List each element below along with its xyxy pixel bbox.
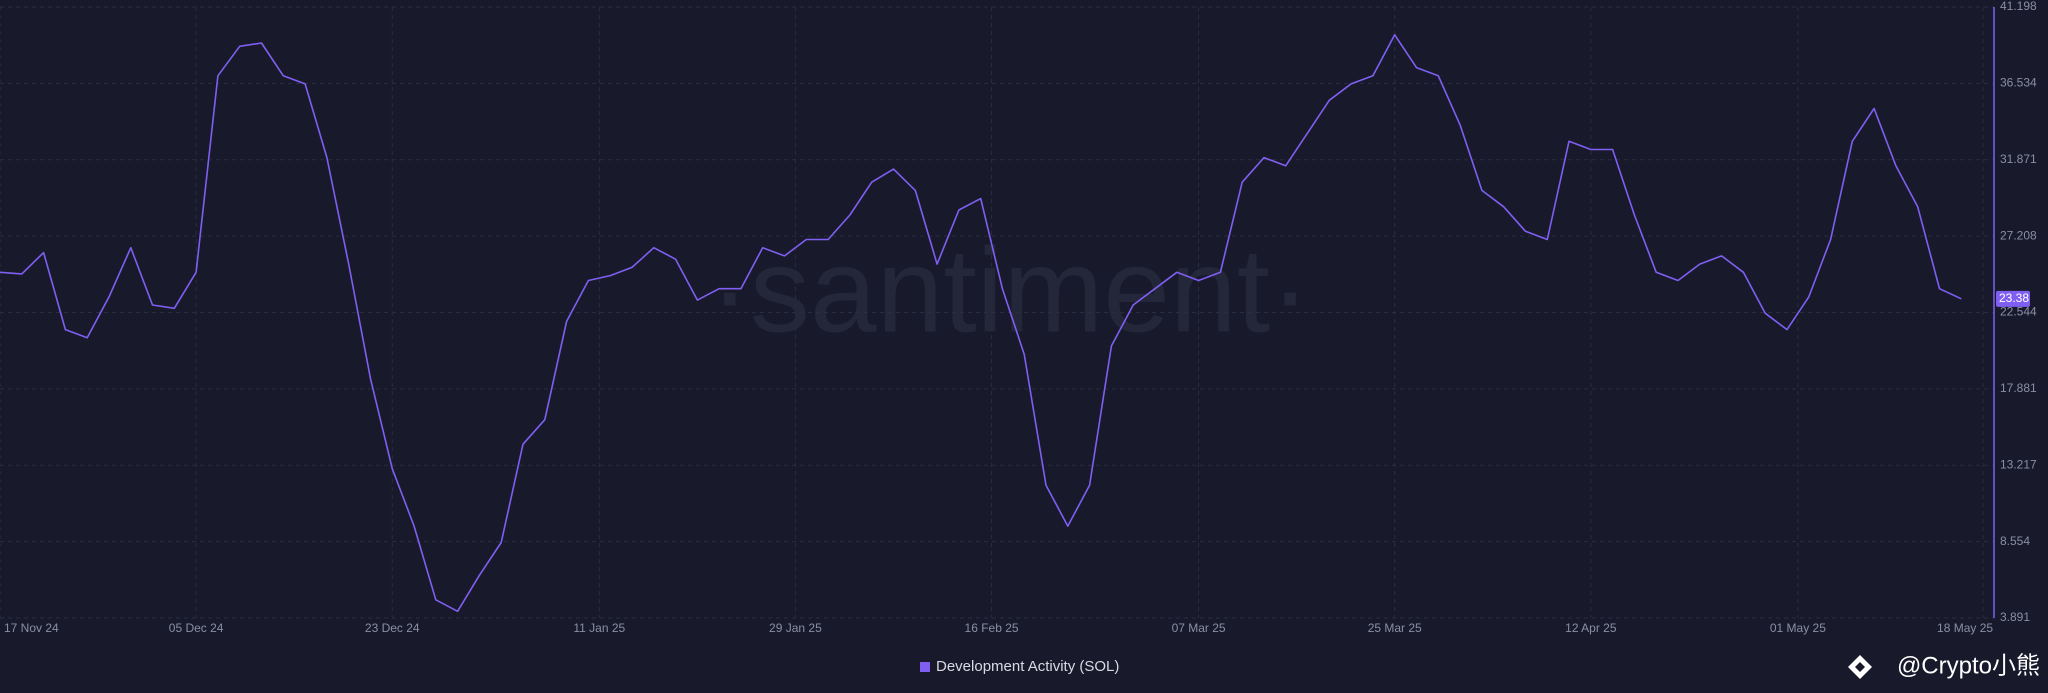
y-tick-label: 36.534 (2000, 76, 2037, 90)
x-tick-label: 17 Nov 24 (4, 621, 59, 635)
y-tick-label: 3.891 (2000, 610, 2030, 624)
watermark: ·santiment· (710, 224, 1310, 358)
y-tick-label: 41.198 (2000, 0, 2037, 13)
x-tick-label: 29 Jan 25 (769, 621, 822, 635)
y-tick-label: 17.881 (2000, 381, 2037, 395)
series-line (0, 34, 1962, 613)
attribution-icon (1848, 655, 1872, 679)
x-tick-label: 16 Feb 25 (965, 621, 1019, 635)
y-tick-label: 27.208 (2000, 228, 2037, 242)
x-tick-label: 05 Dec 24 (169, 621, 224, 635)
y-tick-label: 8.554 (2000, 534, 2030, 548)
x-tick-label: 12 Apr 25 (1565, 621, 1617, 635)
y-tick-label: 22.544 (2000, 305, 2037, 319)
x-tick-label: 23 Dec 24 (365, 621, 420, 635)
x-tick-label: 11 Jan 25 (573, 621, 625, 635)
last-value-tag (1996, 290, 2030, 307)
attribution: @Crypto小熊 (1897, 652, 2040, 679)
last-value-label: 23.38 (1999, 291, 2029, 305)
x-tick-label: 07 Mar 25 (1172, 621, 1226, 635)
icon-shape (1848, 655, 1872, 679)
x-tick-label: 18 May 25 (1937, 621, 1993, 635)
x-tick-label: 25 Mar 25 (1368, 621, 1422, 635)
y-tick-label: 31.871 (2000, 152, 2037, 166)
y-tick-label: 13.217 (2000, 457, 2037, 471)
x-tick-label: 01 May 25 (1770, 621, 1826, 635)
legend-swatch (920, 662, 930, 672)
legend-label: Development Activity (SOL) (936, 658, 1119, 675)
